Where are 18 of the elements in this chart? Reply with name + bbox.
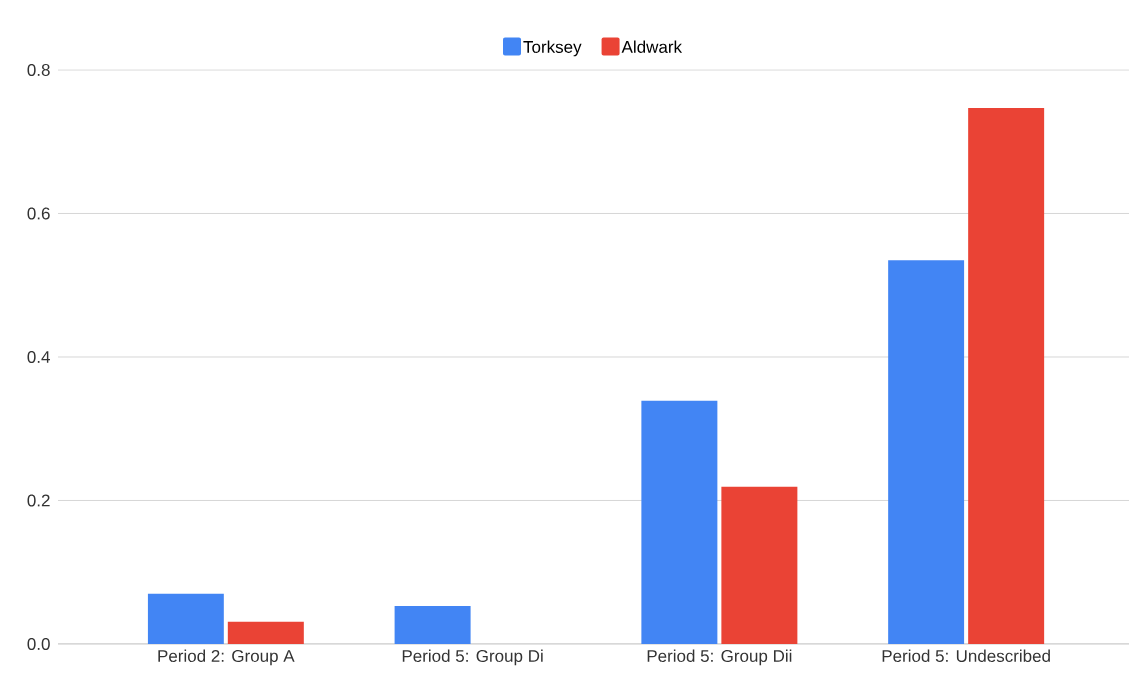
legend-label: Aldwark [621, 40, 683, 53]
y-tick-label: 0.2 [27, 494, 50, 507]
bar [227, 621, 304, 644]
y-tick-label: 0.8 [27, 63, 50, 77]
bar [641, 400, 718, 644]
legend-label: Torksey [523, 40, 582, 57]
bar [394, 605, 471, 644]
y-tick-label: 0.6 [27, 207, 50, 220]
x-tick-label: Period 2: Group A [158, 649, 295, 666]
bar [968, 108, 1045, 644]
bar [888, 260, 965, 644]
y-tick-label: 0.4 [27, 350, 50, 364]
x-tick-label: Period 5: Group Di [402, 649, 543, 666]
y-tick-label: 0.0 [27, 637, 50, 651]
x-tick-label: Period 5: Group Dii [647, 649, 792, 666]
bar [721, 486, 798, 644]
bar [147, 593, 224, 644]
x-tick-label: Period 5: Undescribed [882, 649, 1050, 663]
